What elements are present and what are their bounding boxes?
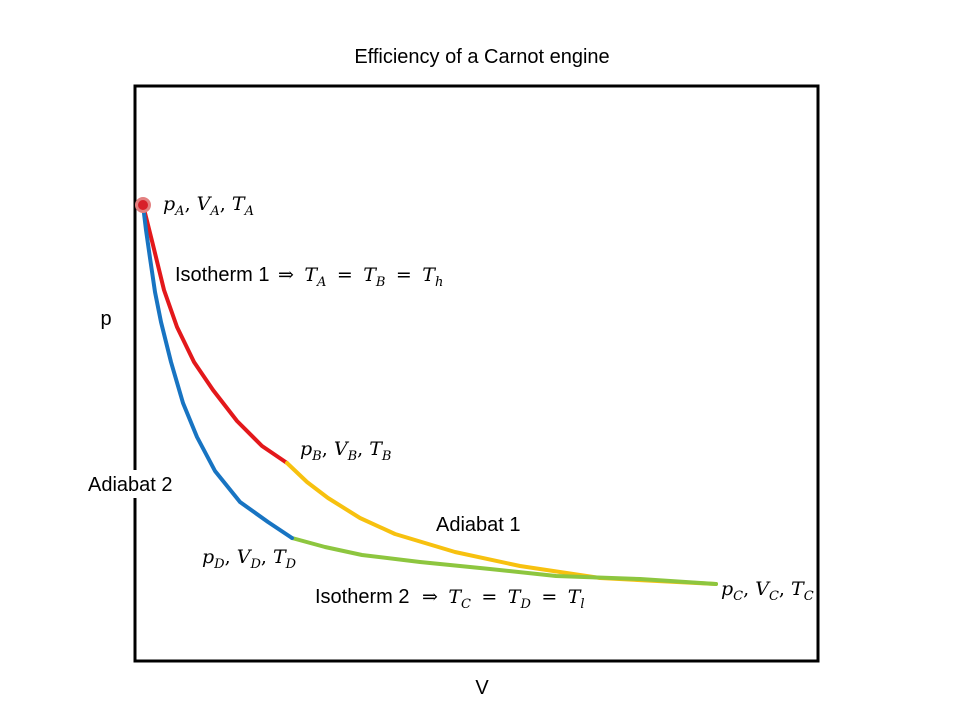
state-d-label: pD, VD, TD <box>202 546 297 572</box>
diagram-title: Efficiency of a Carnot engine <box>354 46 609 68</box>
x-axis-label: V <box>475 677 489 699</box>
isotherm-1-label: Isotherm 1 ⇒ TA = TB = Th <box>175 264 443 290</box>
isotherm-2-curve <box>290 536 718 586</box>
state-a-marker <box>135 197 151 213</box>
state-a-label: pA, VA, TA <box>163 193 254 219</box>
adiabat-2-curve <box>141 203 294 540</box>
adiabat-1-label: Adiabat 1 <box>436 514 521 536</box>
isotherm-2-label: Isotherm 2 ⇒ TC = TD = Tl <box>315 586 585 612</box>
state-c-label: pC, VC, TC <box>721 578 814 604</box>
plot-frame <box>133 84 820 663</box>
adiabat-2-label-bg <box>84 470 190 498</box>
isotherm-1-curve <box>141 203 289 465</box>
adiabat-1-curve <box>285 461 718 586</box>
adiabat-2-label: Adiabat 2 <box>88 474 173 496</box>
state-b-label: pB, VB, TB <box>300 438 391 464</box>
y-axis-label: p <box>100 308 111 330</box>
